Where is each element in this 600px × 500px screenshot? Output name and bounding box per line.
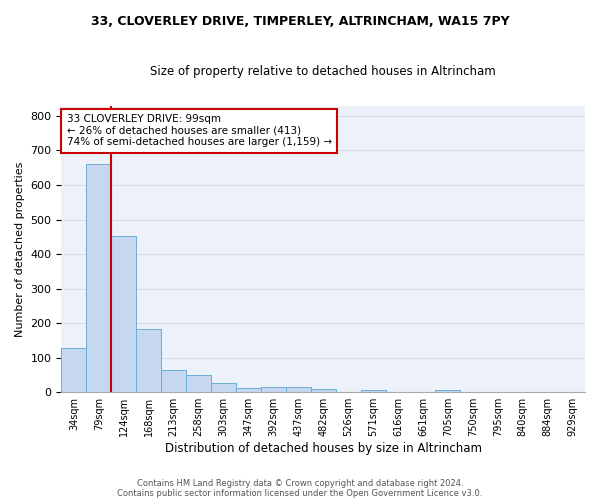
Text: 33, CLOVERLEY DRIVE, TIMPERLEY, ALTRINCHAM, WA15 7PY: 33, CLOVERLEY DRIVE, TIMPERLEY, ALTRINCH… <box>91 15 509 28</box>
Text: Contains public sector information licensed under the Open Government Licence v3: Contains public sector information licen… <box>118 488 482 498</box>
Bar <box>311 390 335 392</box>
Bar <box>161 370 186 392</box>
X-axis label: Distribution of detached houses by size in Altrincham: Distribution of detached houses by size … <box>165 442 482 455</box>
Bar <box>286 388 311 392</box>
Bar <box>261 388 286 392</box>
Bar <box>86 164 111 392</box>
Bar <box>236 388 261 392</box>
Title: Size of property relative to detached houses in Altrincham: Size of property relative to detached ho… <box>151 65 496 78</box>
Bar <box>436 390 460 392</box>
Bar <box>136 329 161 392</box>
Bar <box>61 348 86 392</box>
Text: Contains HM Land Registry data © Crown copyright and database right 2024.: Contains HM Land Registry data © Crown c… <box>137 478 463 488</box>
Bar <box>111 236 136 392</box>
Y-axis label: Number of detached properties: Number of detached properties <box>15 161 25 336</box>
Bar <box>361 390 386 392</box>
Text: 33 CLOVERLEY DRIVE: 99sqm
← 26% of detached houses are smaller (413)
74% of semi: 33 CLOVERLEY DRIVE: 99sqm ← 26% of detac… <box>67 114 332 148</box>
Bar <box>211 382 236 392</box>
Bar <box>186 376 211 392</box>
